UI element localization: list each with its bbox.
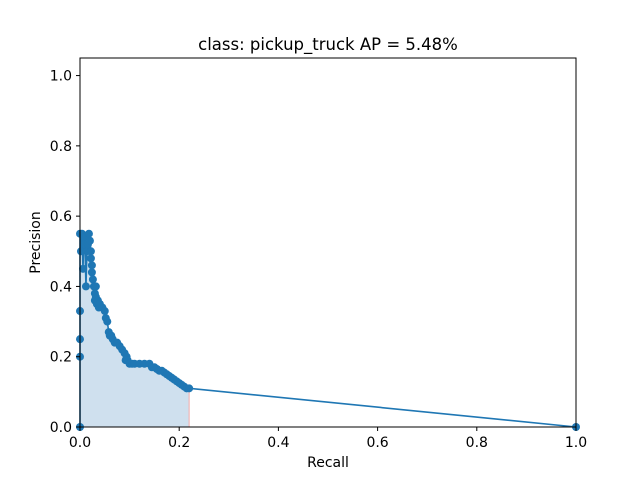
data-point bbox=[84, 229, 93, 238]
y-tick-label: 0.0 bbox=[50, 420, 72, 436]
x-tick-label: 1.0 bbox=[565, 435, 587, 451]
x-tick-label: 0.0 bbox=[69, 435, 91, 451]
data-point bbox=[86, 247, 95, 256]
data-point bbox=[103, 317, 112, 326]
axes-frame bbox=[79, 57, 577, 428]
plot-area bbox=[76, 229, 580, 431]
x-tick-label: 0.2 bbox=[168, 435, 190, 451]
axes bbox=[79, 57, 577, 428]
x-tick-label: 0.6 bbox=[366, 435, 388, 451]
data-point bbox=[85, 236, 94, 245]
data-point bbox=[78, 264, 87, 273]
data-point bbox=[81, 282, 90, 291]
y-axis-ticks: 0.0 0.2 0.4 0.6 0.8 1.0 bbox=[50, 69, 80, 436]
data-point bbox=[88, 275, 97, 284]
data-point bbox=[100, 307, 109, 316]
data-point bbox=[87, 268, 96, 277]
y-tick-label: 1.0 bbox=[50, 69, 72, 85]
area-fill bbox=[80, 233, 190, 427]
data-point bbox=[87, 261, 96, 270]
x-axis-ticks: 0.0 0.2 0.4 0.6 0.8 1.0 bbox=[69, 427, 587, 451]
y-tick-label: 0.2 bbox=[50, 350, 72, 366]
data-point bbox=[91, 282, 100, 291]
data-point bbox=[185, 384, 194, 393]
x-tick-label: 0.4 bbox=[267, 435, 289, 451]
y-tick-label: 0.6 bbox=[50, 209, 72, 225]
data-point bbox=[86, 254, 95, 263]
data-point bbox=[76, 247, 85, 256]
y-axis-label: Precision bbox=[28, 211, 44, 273]
y-tick-label: 0.4 bbox=[50, 279, 72, 295]
x-tick-label: 0.8 bbox=[466, 435, 488, 451]
chart-title: class: pickup_truck AP = 5.48% bbox=[198, 35, 458, 55]
y-tick-label: 0.8 bbox=[50, 139, 72, 155]
x-axis-label: Recall bbox=[307, 455, 349, 471]
